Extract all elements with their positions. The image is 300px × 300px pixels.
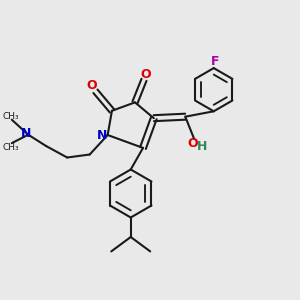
Text: O: O	[140, 68, 151, 81]
Text: O: O	[188, 137, 198, 151]
Text: N: N	[21, 127, 31, 140]
Text: CH₃: CH₃	[2, 143, 19, 152]
Text: N: N	[97, 128, 107, 142]
Text: F: F	[211, 55, 220, 68]
Text: CH₃: CH₃	[2, 112, 19, 121]
Text: H: H	[196, 140, 207, 153]
Text: O: O	[86, 80, 97, 92]
